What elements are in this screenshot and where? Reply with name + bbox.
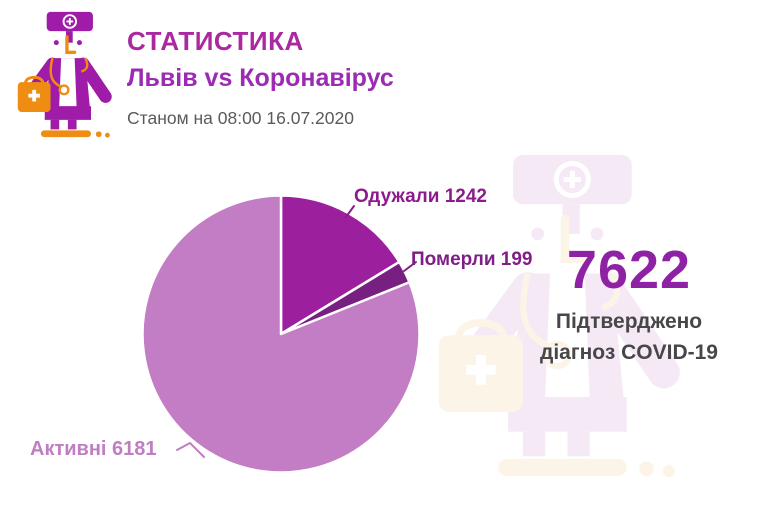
label-died: Померли 199 xyxy=(411,249,533,270)
label-recovered: Одужали 1242 xyxy=(354,186,487,207)
confirmed-summary-block: 7622 Підтверджено діагноз COVID-19 xyxy=(498,243,760,368)
confirmed-total-number: 7622 xyxy=(566,240,692,300)
page-subtitle: Львів vs Коронавірус xyxy=(127,64,394,92)
confirmed-caption-line2: діагноз COVID-19 xyxy=(540,341,718,364)
confirmed-caption: Підтверджено діагноз COVID-19 xyxy=(498,306,760,368)
doctor-icon xyxy=(12,6,118,141)
label-active: Активні 6181 xyxy=(30,438,157,460)
pie-chart xyxy=(141,194,421,474)
as-of-date-text: Станом на 08:00 16.07.2020 xyxy=(127,108,354,128)
confirmed-caption-line1: Підтверджено xyxy=(555,310,703,333)
page-title: СТАТИСТИКА xyxy=(127,26,304,56)
